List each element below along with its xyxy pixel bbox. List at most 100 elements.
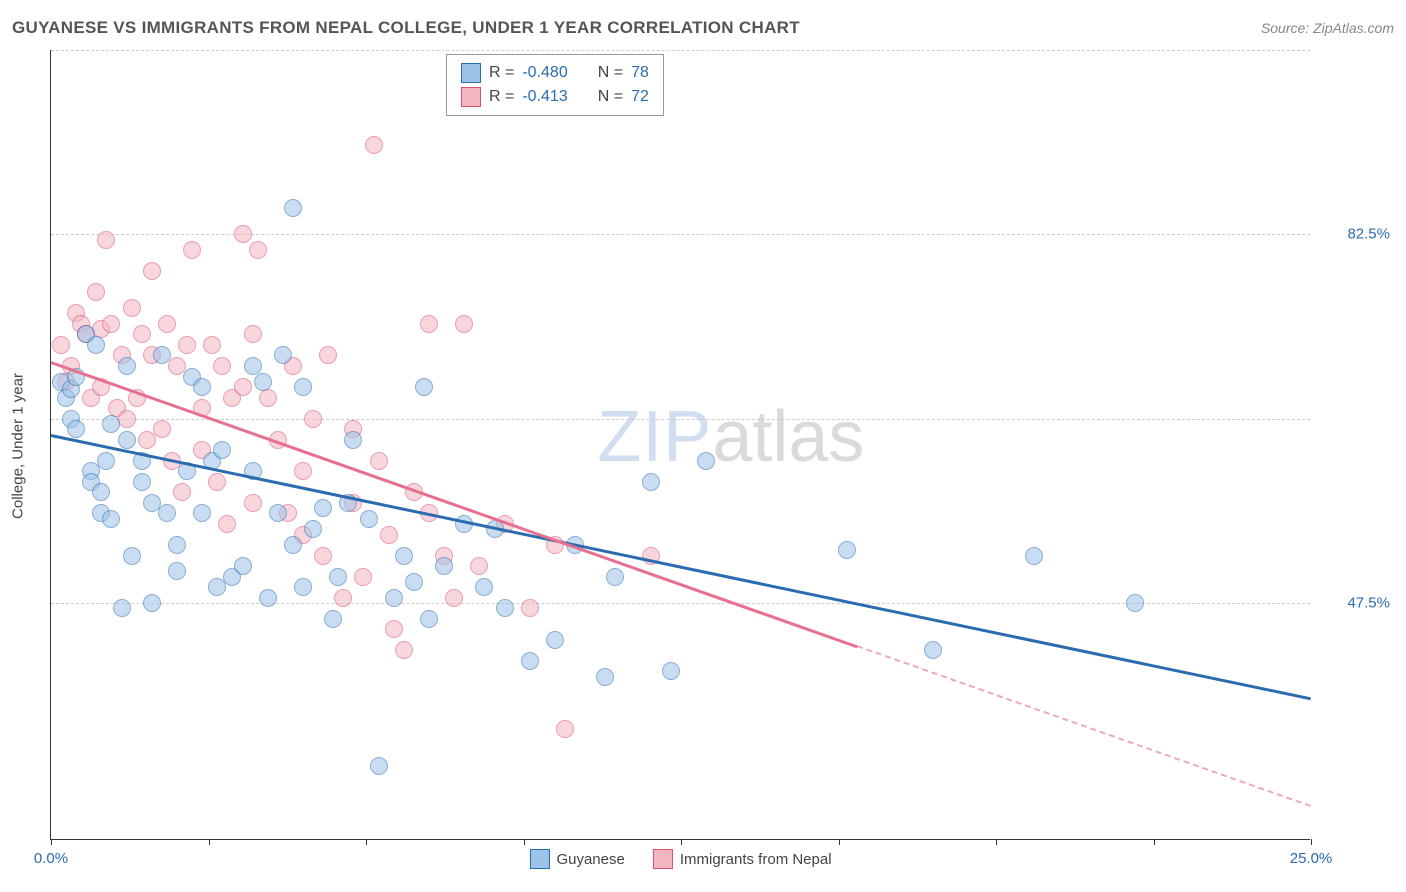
data-point — [420, 610, 438, 628]
data-point — [87, 283, 105, 301]
data-point — [234, 557, 252, 575]
data-point — [218, 515, 236, 533]
data-point — [294, 578, 312, 596]
x-tick — [1311, 839, 1312, 845]
stats-row: R = -0.413N = 72 — [461, 85, 649, 109]
data-point — [123, 547, 141, 565]
data-point — [178, 336, 196, 354]
data-point — [1025, 547, 1043, 565]
data-point — [642, 473, 660, 491]
data-point — [662, 662, 680, 680]
data-point — [370, 452, 388, 470]
y-tick-label: 82.5% — [1320, 226, 1390, 243]
data-point — [153, 420, 171, 438]
data-point — [475, 578, 493, 596]
data-point — [213, 441, 231, 459]
n-label: N = — [598, 61, 623, 85]
x-tick-label: 0.0% — [34, 850, 68, 867]
data-point — [284, 536, 302, 554]
r-label: R = — [489, 61, 514, 85]
data-point — [324, 610, 342, 628]
legend-label: Immigrants from Nepal — [680, 851, 832, 868]
r-label: R = — [489, 85, 514, 109]
data-point — [133, 473, 151, 491]
data-point — [113, 599, 131, 617]
data-point — [183, 241, 201, 259]
data-point — [314, 547, 332, 565]
data-point — [435, 557, 453, 575]
data-point — [365, 136, 383, 154]
data-point — [193, 504, 211, 522]
data-point — [838, 541, 856, 559]
data-point — [274, 346, 292, 364]
stats-row: R = -0.480 N = 78 — [461, 61, 649, 85]
data-point — [304, 520, 322, 538]
x-tick — [524, 839, 525, 845]
legend-label: Guyanese — [556, 851, 624, 868]
data-point — [606, 568, 624, 586]
data-point — [294, 462, 312, 480]
source-label: Source: — [1261, 20, 1313, 36]
series-swatch — [461, 63, 481, 83]
data-point — [924, 641, 942, 659]
data-point — [213, 357, 231, 375]
data-point — [244, 494, 262, 512]
data-point — [97, 452, 115, 470]
x-tick-label: 25.0% — [1290, 850, 1333, 867]
gridline — [51, 50, 1310, 51]
regression-line-extrapolation — [857, 645, 1311, 807]
data-point — [304, 410, 322, 428]
data-point — [254, 373, 272, 391]
data-point — [284, 199, 302, 217]
legend-swatch — [529, 849, 549, 869]
watermark: ZIPatlas — [597, 401, 864, 473]
n-label: N = — [598, 85, 623, 109]
legend-swatch — [653, 849, 673, 869]
data-point — [52, 336, 70, 354]
title-bar: GUYANESE VS IMMIGRANTS FROM NEPAL COLLEG… — [12, 18, 1394, 38]
x-tick — [681, 839, 682, 845]
data-point — [97, 231, 115, 249]
source-attribution: Source: ZipAtlas.com — [1261, 20, 1394, 36]
watermark-atlas: atlas — [712, 397, 864, 477]
gridline — [51, 419, 1310, 420]
data-point — [234, 378, 252, 396]
data-point — [556, 720, 574, 738]
legend-item: Immigrants from Nepal — [653, 849, 832, 869]
y-axis-label: College, Under 1 year — [10, 373, 27, 519]
r-value: -0.413 — [522, 85, 567, 109]
data-point — [405, 573, 423, 591]
data-point — [259, 589, 277, 607]
series-legend: Guyanese Immigrants from Nepal — [529, 849, 831, 869]
x-tick — [51, 839, 52, 845]
data-point — [395, 641, 413, 659]
data-point — [153, 346, 171, 364]
data-point — [102, 415, 120, 433]
source-name: ZipAtlas.com — [1313, 20, 1394, 36]
n-value: 78 — [631, 61, 649, 85]
watermark-zip: ZIP — [597, 397, 712, 477]
data-point — [123, 299, 141, 317]
data-point — [334, 589, 352, 607]
data-point — [370, 757, 388, 775]
data-point — [92, 483, 110, 501]
data-point — [546, 631, 564, 649]
data-point — [87, 336, 105, 354]
data-point — [102, 315, 120, 333]
data-point — [521, 652, 539, 670]
data-point — [234, 225, 252, 243]
r-value: -0.480 — [522, 61, 567, 85]
data-point — [385, 620, 403, 638]
data-point — [102, 510, 120, 528]
data-point — [208, 473, 226, 491]
x-tick — [1154, 839, 1155, 845]
correlation-stats-box: R = -0.480N = 78R = -0.413N = 72 — [446, 54, 664, 116]
data-point — [259, 389, 277, 407]
data-point — [158, 504, 176, 522]
data-point — [455, 315, 473, 333]
series-swatch — [461, 87, 481, 107]
x-tick — [996, 839, 997, 845]
data-point — [133, 325, 151, 343]
x-tick — [209, 839, 210, 845]
data-point — [470, 557, 488, 575]
